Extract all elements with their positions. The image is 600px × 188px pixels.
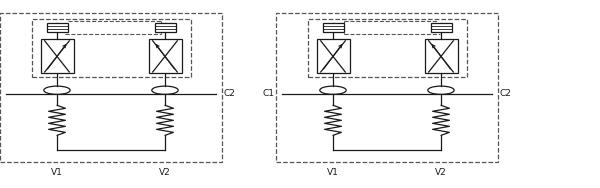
Bar [317,39,350,73]
Text: C2: C2 [223,89,235,99]
Bar [308,19,467,77]
Bar [41,39,74,73]
Text: C2: C2 [499,89,511,99]
Bar [149,39,182,73]
Bar [431,23,452,32]
Bar [32,19,191,77]
Bar [0,13,222,162]
Text: V1: V1 [51,168,63,177]
Bar [425,39,458,73]
Bar [323,23,344,32]
Text: V2: V2 [159,168,171,177]
Text: V1: V1 [327,168,339,177]
Bar [155,23,176,32]
Bar [276,13,498,162]
Text: C1: C1 [263,89,275,99]
Text: V2: V2 [435,168,447,177]
Bar [47,23,67,32]
